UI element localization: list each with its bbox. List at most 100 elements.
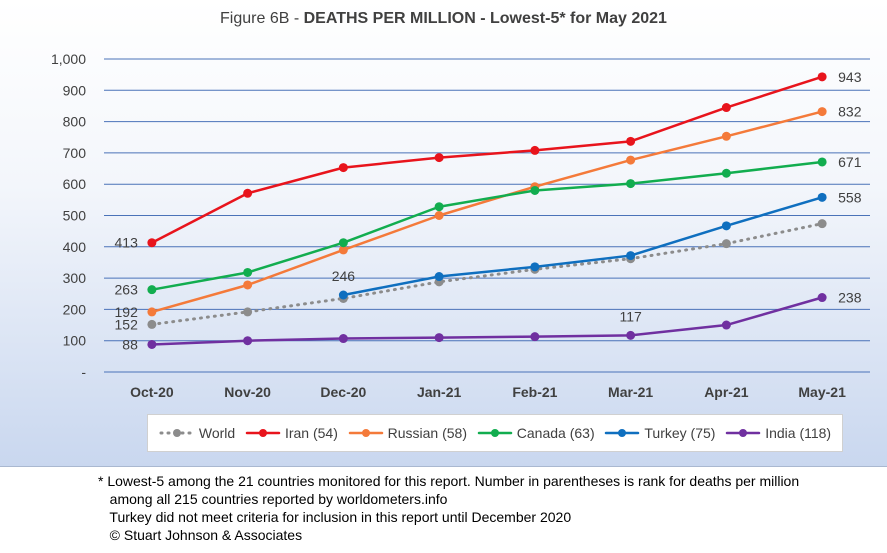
data-point — [434, 333, 444, 343]
data-point — [626, 136, 636, 146]
legend-swatch — [477, 429, 513, 437]
data-point — [817, 293, 827, 303]
y-tick-label: 400 — [63, 239, 87, 255]
legend-swatch-marker — [490, 429, 499, 437]
legend-swatch — [348, 429, 383, 437]
legend-swatch — [605, 429, 640, 437]
x-tick-label: Oct-20 — [130, 384, 174, 400]
footnote-line: Turkey did not meet criteria for inclusi… — [98, 509, 572, 525]
series-line — [150, 110, 824, 314]
data-point — [147, 307, 157, 317]
data-point — [817, 72, 827, 82]
legend-swatch-marker — [618, 429, 627, 437]
legend-item: Russian (58) — [348, 425, 467, 441]
y-tick-label: 600 — [63, 176, 87, 192]
chart-title-prefix: Figure 6B - — [220, 10, 304, 27]
x-tick-label: May-21 — [798, 384, 846, 400]
legend-swatch — [245, 429, 281, 437]
data-point — [434, 211, 444, 220]
data-point — [434, 202, 444, 212]
data-point — [721, 320, 731, 330]
data-point — [721, 103, 731, 113]
line-chart: - 100 200 300 400 500 600 700 800 900 1,000 Oct-20 N… — [51, 51, 870, 400]
data-point — [721, 239, 731, 249]
data-point — [243, 267, 253, 277]
data-point — [147, 285, 157, 295]
x-tick-label: Jan-21 — [417, 384, 462, 400]
y-tick-label: 700 — [63, 145, 87, 161]
data-point — [243, 280, 253, 290]
y-tick-label: - — [81, 364, 86, 380]
data-point — [530, 332, 540, 342]
data-point — [626, 330, 636, 340]
legend-swatch — [725, 429, 761, 437]
legend-item: Iran (54) — [245, 425, 338, 441]
x-tick-label: Mar-21 — [608, 384, 653, 400]
data-point — [434, 153, 444, 163]
legend-label: India (118) — [765, 425, 832, 441]
footnote-line: © Stuart Johnson & Associates — [98, 527, 303, 543]
legend-swatch-marker — [172, 429, 181, 437]
legend-label: Canada (63) — [516, 425, 595, 441]
data-label: 238 — [838, 290, 862, 306]
data-point — [243, 307, 253, 317]
data-label: 246 — [332, 268, 356, 284]
legend-swatch — [159, 429, 195, 437]
chart-area: Figure 6B - DEATHS PER MILLION - Lowest-… — [0, 0, 887, 467]
legend-label: World — [198, 425, 236, 441]
data-point — [817, 192, 827, 202]
data-point — [147, 319, 157, 329]
data-point — [817, 107, 827, 117]
chart-title: Figure 6B - DEATHS PER MILLION - Lowest-… — [0, 10, 887, 28]
x-tick-label: Nov-20 — [224, 384, 271, 400]
data-point — [147, 339, 157, 349]
data-label: 558 — [838, 189, 862, 205]
data-point — [243, 188, 253, 198]
data-point — [817, 157, 827, 167]
series-line — [150, 296, 824, 346]
series-line — [150, 160, 824, 291]
data-point — [147, 238, 157, 248]
data-point — [530, 262, 540, 272]
data-label: 192 — [115, 304, 139, 320]
data-label: 832 — [838, 104, 862, 120]
y-tick-label: 900 — [63, 82, 87, 98]
legend-item: Canada (63) — [477, 425, 595, 441]
data-point — [338, 290, 348, 300]
legend-item: World — [159, 425, 235, 441]
legend-item: Turkey (75) — [604, 425, 715, 441]
data-point — [338, 163, 348, 173]
data-point — [721, 131, 731, 141]
data-label: 88 — [122, 336, 138, 352]
y-tick-label: 500 — [63, 208, 87, 224]
x-tick-label: Feb-21 — [512, 384, 557, 400]
y-tick-label: 200 — [63, 301, 87, 317]
data-point — [626, 179, 636, 189]
x-tick-label: Apr-21 — [704, 384, 749, 400]
data-point — [434, 272, 444, 282]
y-tick-label: 800 — [63, 114, 87, 130]
footnotes: * Lowest-5 among the 21 countries monito… — [98, 472, 878, 544]
data-point — [626, 251, 636, 261]
data-point — [338, 334, 348, 344]
data-label: 117 — [619, 308, 642, 324]
series-line — [342, 196, 824, 297]
legend-label: Turkey (75) — [644, 425, 716, 441]
data-point — [530, 185, 540, 195]
x-tick-label: Dec-20 — [320, 384, 366, 400]
series-line — [150, 75, 824, 244]
legend-swatch-marker — [361, 429, 370, 437]
y-tick-label: 100 — [63, 333, 87, 349]
data-label: 943 — [838, 69, 862, 85]
data-point — [243, 336, 253, 346]
series-line — [150, 222, 824, 326]
data-point — [626, 155, 636, 165]
data-point — [721, 221, 731, 231]
data-label: 671 — [838, 154, 862, 170]
legend-label: Iran (54) — [284, 425, 338, 441]
y-tick-label: 1,000 — [51, 51, 86, 67]
footnote-line: * Lowest-5 among the 21 countries monito… — [98, 473, 800, 489]
chart-legend: World Iran (54) Russian (58) Canada (63) Tur… — [147, 414, 843, 452]
data-label: 152 — [115, 316, 139, 332]
legend-item: India (118) — [725, 425, 831, 441]
